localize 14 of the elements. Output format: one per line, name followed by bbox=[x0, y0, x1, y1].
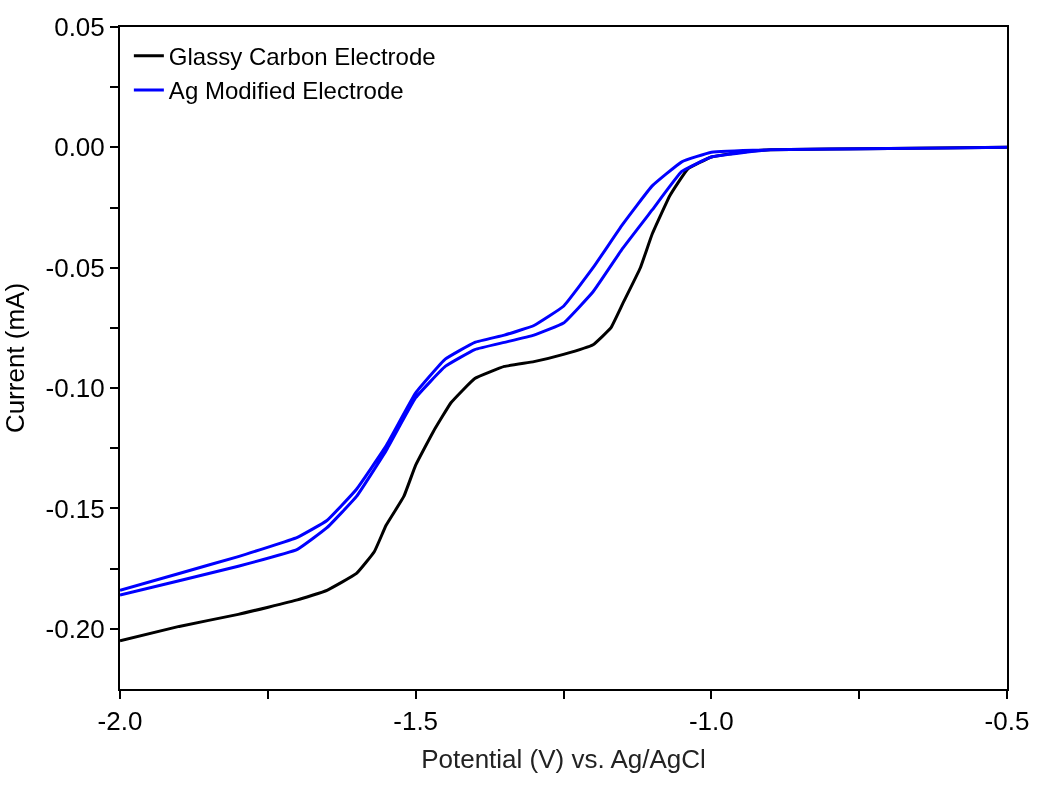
y-tick-label: 0.05 bbox=[54, 12, 105, 43]
legend-label: Ag Modified Electrode bbox=[168, 77, 404, 105]
x-tick-label: -1.0 bbox=[688, 706, 734, 737]
x-tick-label: -0.5 bbox=[984, 706, 1030, 737]
y-tick-label: -0.10 bbox=[45, 373, 105, 404]
x-tick-label: -2.0 bbox=[97, 706, 143, 737]
y-tick-label: -0.20 bbox=[45, 613, 105, 644]
y-tick-label: -0.15 bbox=[45, 493, 105, 524]
x-tick-label: -1.5 bbox=[393, 706, 439, 737]
y-tick-label: 0.00 bbox=[54, 132, 105, 163]
x-axis-title: Potential (V) vs. Ag/AgCl bbox=[421, 744, 706, 775]
y-axis-title: Current (mA) bbox=[0, 282, 30, 434]
y-tick-label: -0.05 bbox=[45, 252, 105, 283]
legend-label: Glassy Carbon Electrode bbox=[168, 43, 436, 71]
